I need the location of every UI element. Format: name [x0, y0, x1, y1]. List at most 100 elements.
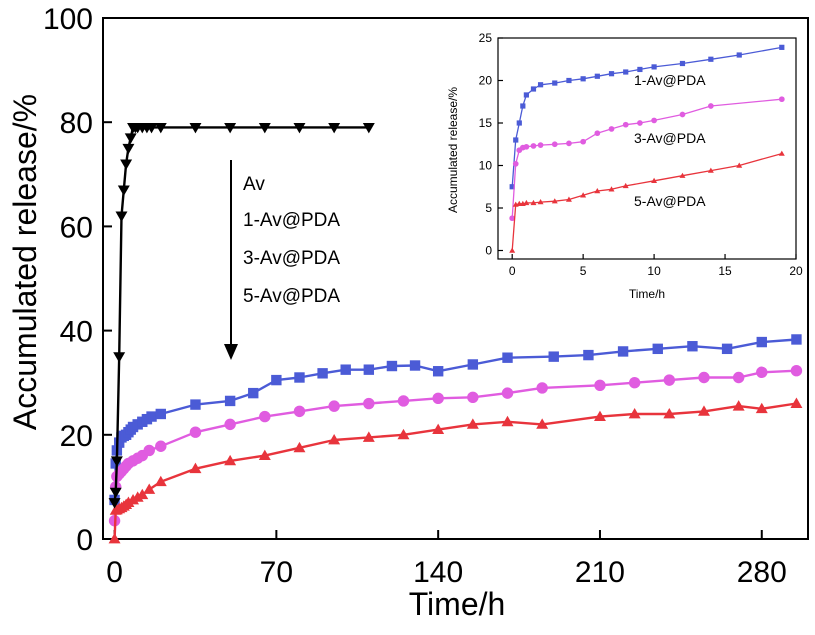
main-data-point-av	[108, 498, 121, 509]
main-data-point-3-av-pda	[143, 444, 155, 457]
main-data-point-5-av-pda	[593, 410, 606, 421]
main-data-point-5-av-pda	[154, 475, 167, 487]
main-data-point-1-av-pda	[386, 360, 398, 372]
legend-annotation: Av 1-Av@PDA 3-Av@PDA 5-Av@PDA	[224, 160, 340, 360]
inset-series-group	[509, 44, 785, 253]
main-data-point-5-av-pda	[136, 488, 149, 500]
main-data-point-1-av-pda	[224, 395, 236, 407]
inset-data-point-1-av-pda	[623, 69, 629, 75]
main-data-point-5-av-pda	[698, 405, 710, 416]
main-data-point-3-av-pda	[501, 387, 514, 399]
inset-y-tick-label: 25	[479, 31, 493, 45]
main-data-point-av	[224, 122, 237, 134]
inset-y-tick-label: 10	[479, 159, 493, 173]
main-data-point-3-av-pda	[698, 371, 710, 384]
main-series-3-av-pda	[108, 364, 803, 527]
main-data-point-5-av-pda	[127, 493, 140, 505]
inset-data-point-5-av-pda	[651, 177, 658, 184]
main-data-point-3-av-pda	[663, 374, 676, 386]
main-data-point-1-av-pda	[190, 399, 201, 410]
inset-series-label-5-av-pda: 5-Av@PDA	[634, 193, 706, 209]
legend-label-5-av-pda: 5-Av@PDA	[243, 286, 340, 307]
inset-data-point-3-av-pda	[530, 143, 537, 149]
inset-data-point-3-av-pda	[622, 121, 629, 128]
main-data-point-5-av-pda	[293, 441, 306, 453]
inset-y-tick-label: 15	[479, 116, 493, 130]
inset-data-point-1-av-pda	[552, 80, 558, 86]
main-data-point-5-av-pda	[108, 533, 121, 544]
main-series-line-1-av-pda	[113, 338, 797, 500]
main-data-point-1-av-pda	[113, 437, 125, 448]
main-data-point-5-av-pda	[466, 418, 479, 429]
inset-data-point-5-av-pda	[622, 182, 629, 189]
legend-label-1-av-pda: 1-Av@PDA	[243, 210, 340, 231]
main-data-point-5-av-pda	[143, 483, 156, 494]
main-data-point-3-av-pda	[536, 382, 548, 394]
main-data-point-1-av-pda	[432, 366, 444, 377]
main-data-point-1-av-pda	[791, 334, 802, 345]
main-y-tick-label: 20	[60, 420, 93, 453]
inset-data-point-1-av-pda	[513, 137, 519, 143]
main-data-point-5-av-pda	[663, 407, 676, 419]
main-series-5-av-pda	[108, 397, 803, 544]
inset-x-tick-label: 15	[718, 264, 732, 278]
inset-data-point-1-av-pda	[779, 44, 785, 50]
inset-data-point-1-av-pda	[594, 73, 600, 79]
main-data-point-av	[154, 122, 167, 134]
inset-data-point-1-av-pda	[566, 77, 572, 84]
main-x-tick-label: 210	[575, 556, 625, 589]
main-data-point-av	[362, 122, 375, 134]
inset-data-point-1-av-pda	[679, 60, 686, 67]
inset-data-point-1-av-pda	[516, 120, 522, 126]
main-data-point-1-av-pda	[146, 411, 157, 422]
inset-data-point-5-av-pda	[707, 167, 714, 173]
inset-data-point-3-av-pda	[778, 96, 785, 103]
inset-data-point-1-av-pda	[608, 71, 615, 77]
inset-data-point-5-av-pda	[594, 188, 601, 194]
main-data-point-5-av-pda	[362, 431, 375, 442]
inset-series-3-av-pda	[509, 96, 785, 222]
inset-data-point-1-av-pda	[509, 184, 515, 190]
inset-data-point-5-av-pda	[565, 196, 572, 202]
main-data-point-5-av-pda	[732, 400, 745, 411]
main-data-point-5-av-pda	[432, 423, 445, 435]
main-data-point-av	[122, 143, 135, 155]
legend-arrow-head	[224, 344, 238, 360]
inset-data-point-5-av-pda	[523, 199, 530, 206]
inset-data-point-3-av-pda	[512, 160, 519, 167]
main-data-point-5-av-pda	[755, 402, 768, 414]
inset-data-point-5-av-pda	[736, 162, 743, 168]
main-data-point-1-av-pda	[340, 364, 351, 375]
inset-plot-frame	[497, 37, 797, 260]
inset-data-point-1-av-pda	[708, 56, 714, 62]
main-data-point-1-av-pda	[271, 374, 282, 386]
main-data-point-3-av-pda	[467, 391, 479, 404]
main-data-point-1-av-pda	[248, 387, 259, 399]
inset-x-tick-label: 10	[647, 264, 661, 278]
main-data-point-1-av-pda	[502, 352, 513, 363]
inset-data-point-5-av-pda	[778, 150, 785, 156]
main-data-point-3-av-pda	[189, 426, 202, 438]
inset-data-point-3-av-pda	[566, 140, 572, 147]
inset-data-point-1-av-pda	[523, 92, 529, 98]
inset-data-point-1-av-pda	[637, 66, 643, 73]
main-data-point-3-av-pda	[328, 400, 340, 412]
main-data-point-av	[117, 185, 130, 196]
main-data-point-av	[328, 122, 341, 134]
main-data-point-av	[258, 122, 271, 134]
main-data-point-1-av-pda	[583, 349, 594, 361]
main-series-group	[108, 122, 803, 544]
main-x-tick-label: 140	[413, 556, 463, 589]
main-x-tick-label: 280	[737, 556, 787, 589]
main-data-point-5-av-pda	[628, 407, 641, 419]
inset-data-point-3-av-pda	[651, 117, 657, 124]
main-data-point-1-av-pda	[363, 364, 375, 375]
inset-data-point-1-av-pda	[736, 52, 742, 58]
main-data-point-5-av-pda	[224, 454, 237, 466]
main-data-point-3-av-pda	[155, 440, 167, 452]
main-data-point-av	[293, 122, 306, 134]
inset-data-point-3-av-pda	[551, 141, 558, 148]
main-data-point-1-av-pda	[617, 346, 629, 357]
